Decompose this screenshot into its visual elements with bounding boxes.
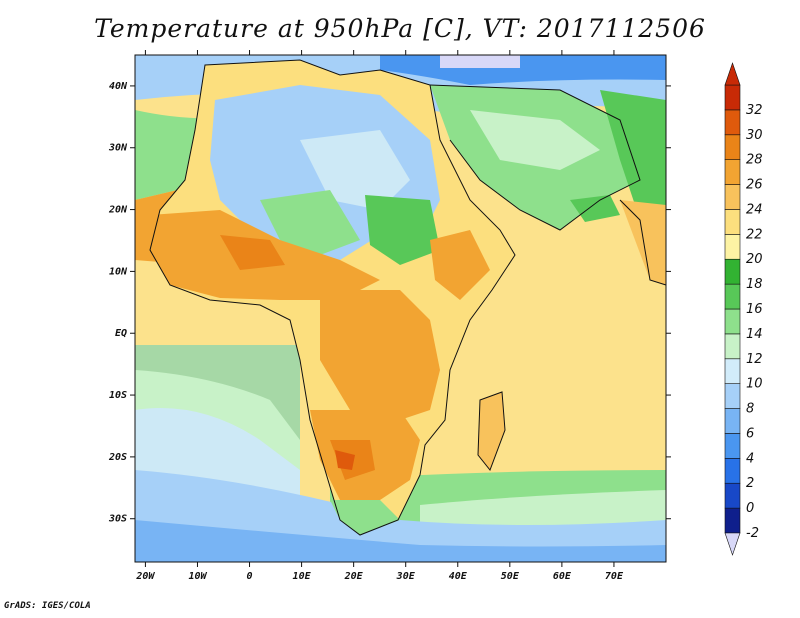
colorbar-label: 32 <box>746 103 763 118</box>
colorbar-label: 10 <box>746 377 763 392</box>
colorbar-segment <box>724 433 741 459</box>
lon-tick-label: 20E <box>344 571 364 582</box>
colorbar-label: 2 <box>746 476 754 491</box>
lat-tick-label: 30N <box>108 143 128 154</box>
map-title: Temperature at 950hPa [C], VT: 201711250… <box>94 14 706 43</box>
temperature-field <box>135 55 666 562</box>
colorbar-label: 8 <box>746 402 754 417</box>
lon-tick-label: 70E <box>605 571 624 582</box>
lat-tick-label: 20S <box>108 452 127 463</box>
colorbar-segment <box>724 358 741 384</box>
lon-tick-label: 0 <box>247 571 253 582</box>
colorbar-label: 28 <box>746 153 763 168</box>
coastline <box>149 59 667 536</box>
lat-tick-label: 10N <box>109 266 128 277</box>
map-frame <box>134 54 667 563</box>
lat-tick-label: 30S <box>108 514 127 525</box>
colorbar-segment <box>724 258 741 285</box>
colorbar-label: 16 <box>746 302 763 317</box>
colorbar-segment <box>724 283 741 310</box>
colorbar-segment <box>724 383 741 409</box>
colorbar-min-arrow <box>724 532 741 556</box>
colorbar-segment <box>724 507 741 534</box>
colorbar-label: 22 <box>746 227 763 242</box>
colorbar-label: 18 <box>746 277 763 292</box>
lat-tick-label: 40N <box>109 81 128 92</box>
axes: 40N 30N 20N 10N EQ 10S 20S 30S 20W 10W 0 10E 20E 30E 4… <box>108 50 671 582</box>
colorbar-segment <box>724 109 741 136</box>
colorbar-label: -2 <box>746 526 759 541</box>
colorbar-label: 6 <box>746 426 754 441</box>
colorbar-label: 4 <box>746 451 754 466</box>
colorbar-label: 14 <box>746 327 763 342</box>
colorbar-segment <box>724 333 741 360</box>
lat-tick-label: 20N <box>108 205 128 216</box>
lon-tick-label: 30E <box>396 571 416 582</box>
colorbar-segment <box>724 458 741 484</box>
colorbar-label: 0 <box>746 501 754 516</box>
colorbar-segment <box>724 482 741 509</box>
credit-text: GrADS: IGES/COLA <box>4 601 91 611</box>
colorbar-label: 30 <box>746 128 763 143</box>
lon-tick-label: 20W <box>135 571 155 582</box>
colorbar-label: 24 <box>746 202 763 217</box>
colorbar-segment <box>724 308 741 335</box>
colorbar-max-arrow <box>724 62 741 86</box>
colorbar-segment <box>724 184 741 210</box>
colorbar-label: 12 <box>746 352 763 367</box>
colorbar-segment <box>724 159 741 185</box>
lat-tick-label: EQ <box>115 328 127 339</box>
colorbar-segment <box>724 408 741 434</box>
lon-tick-label: 40E <box>449 571 468 582</box>
colorbar-label: 26 <box>746 178 763 193</box>
colorbar-segment <box>724 209 741 235</box>
lon-tick-label: 60E <box>553 571 572 582</box>
colorbar-segment <box>724 84 741 111</box>
lon-tick-label: 10W <box>188 571 207 582</box>
colorbar-segment <box>724 134 741 160</box>
colorbar-segment <box>724 234 741 260</box>
lat-tick-label: 10S <box>109 390 127 401</box>
lon-tick-label: 50E <box>501 571 520 582</box>
colorbar-label: 20 <box>746 252 763 267</box>
lon-tick-label: 10E <box>293 571 312 582</box>
